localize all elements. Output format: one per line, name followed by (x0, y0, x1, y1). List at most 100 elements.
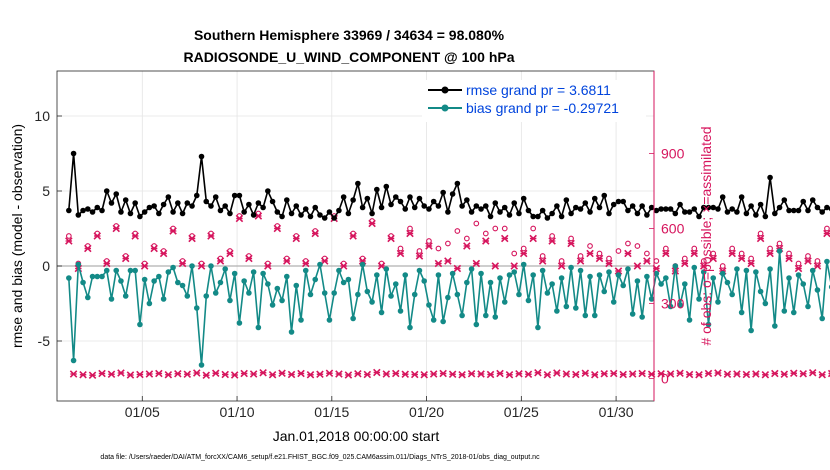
rmse-point (610, 201, 617, 208)
obs-possible-marker (795, 260, 802, 267)
obs-assimilated-marker (311, 229, 319, 238)
obs-assimilated-marker (780, 370, 789, 379)
rmse-point (283, 197, 290, 203)
bias-point (753, 269, 759, 275)
obs-possible-marker (577, 253, 584, 259)
obs-assimilated-marker (401, 370, 410, 379)
rmse-point (99, 207, 105, 214)
bias-series (66, 248, 830, 368)
rmse-point (501, 204, 508, 211)
obs-assimilated-marker (823, 229, 830, 238)
bias-point (734, 266, 740, 272)
obs-assimilated-marker (287, 370, 296, 379)
bias-point (767, 266, 773, 272)
bias-point (539, 267, 546, 274)
bias-point (743, 267, 750, 274)
rmse-point (312, 204, 319, 211)
bias-point (800, 281, 807, 287)
bias-point (70, 357, 77, 364)
bias-point (293, 282, 300, 289)
obs-assimilated-marker (117, 369, 125, 377)
rmse-point (231, 192, 238, 199)
rmse-point (539, 207, 546, 214)
bias-point (781, 308, 788, 314)
obs-possible-marker (786, 250, 792, 257)
bias-point (141, 276, 148, 283)
obs-assimilated-marker (434, 259, 443, 268)
obs-assimilated-marker (211, 369, 220, 378)
obs-possible-marker (596, 250, 603, 257)
rmse-point (274, 209, 281, 215)
bias-point (108, 296, 115, 302)
legend-rmse-marker (441, 86, 449, 94)
obs-assimilated-marker (804, 257, 812, 265)
bias-point (762, 300, 769, 307)
obs-assimilated-marker (524, 370, 533, 379)
data-file-footer: data file: /Users/raeder/DAI/ATM_forcXX/… (100, 454, 540, 461)
rmse-point (359, 204, 366, 211)
rmse-point (302, 206, 309, 212)
bias-point (411, 291, 418, 298)
rmse-point (317, 212, 323, 218)
rmse-point (118, 209, 124, 215)
rmse-point (473, 203, 480, 209)
bias-point (321, 290, 328, 296)
bias-point (184, 293, 191, 299)
obs-assimilated-marker (396, 249, 405, 258)
obs-possible-marker (530, 225, 537, 232)
bias-point (80, 279, 86, 286)
bias-point (170, 264, 176, 271)
obs-assimilated-marker (572, 370, 580, 379)
obs-assimilated-marker (676, 369, 684, 378)
bias-point (198, 362, 205, 368)
obs-assimilated-marker (178, 259, 187, 268)
bias-point (274, 285, 281, 292)
obs-assimilated-marker (695, 370, 703, 379)
bias-point (814, 287, 821, 293)
bias-point (265, 281, 271, 287)
obs-assimilated-marker (458, 370, 466, 379)
bias-point (89, 273, 96, 280)
bias-point (430, 317, 437, 323)
obs-assimilated-marker (818, 370, 826, 379)
obs-assimilated-marker (126, 371, 135, 379)
bias-point (677, 302, 683, 308)
obs-assimilated-marker (283, 257, 291, 265)
bias-point (227, 297, 233, 304)
bias-point (288, 329, 295, 335)
bias-point (66, 275, 72, 281)
x-tick-label: 01/20 (409, 404, 444, 420)
rmse-point (449, 191, 456, 197)
rmse-point (331, 215, 337, 221)
obs-assimilated-marker (349, 232, 357, 240)
x-tick-label: 01/25 (504, 404, 539, 420)
y-left-tick-label: 0 (42, 258, 50, 274)
obs-assimilated-marker (614, 267, 623, 275)
bias-point (544, 290, 551, 296)
obs-assimilated-marker (752, 370, 760, 378)
rmse-point (175, 200, 181, 206)
rmse-point (790, 207, 797, 214)
obs-assimilated-marker (193, 369, 201, 377)
bias-point (160, 296, 167, 302)
obs-assimilated-marker (382, 370, 391, 378)
obs-assimilated-marker (709, 254, 717, 263)
obs-possible-marker (615, 248, 622, 254)
rmse-point (606, 210, 612, 217)
bias-point (686, 317, 693, 323)
rmse-point (653, 207, 660, 214)
bias-point (283, 273, 290, 280)
rmse-point (492, 200, 499, 206)
rmse-point (757, 201, 764, 208)
x-tick-label: 01/15 (314, 404, 349, 420)
bias-point (317, 261, 323, 268)
obs-possible-marker (662, 245, 669, 252)
bias-point (606, 269, 612, 275)
rmse-point (378, 204, 385, 211)
rmse-point (738, 194, 745, 200)
obs-possible-marker (501, 225, 508, 232)
obs-possible-marker (492, 225, 499, 232)
obs-possible-marker (767, 245, 773, 252)
rmse-point (587, 209, 593, 215)
bias-point (326, 317, 333, 323)
